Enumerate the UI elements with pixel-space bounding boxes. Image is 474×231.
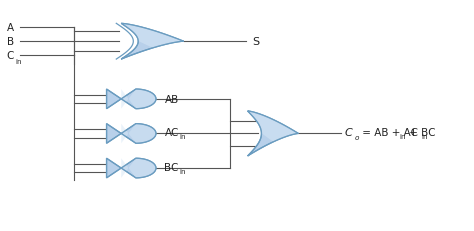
Text: BC: BC — [164, 162, 179, 172]
Polygon shape — [107, 90, 156, 109]
Text: in: in — [399, 134, 406, 140]
Polygon shape — [247, 112, 298, 142]
Text: + BC: + BC — [406, 128, 436, 138]
Polygon shape — [107, 158, 156, 178]
Polygon shape — [121, 24, 183, 60]
Polygon shape — [247, 112, 298, 156]
Polygon shape — [121, 24, 183, 49]
Text: in: in — [180, 134, 186, 140]
Text: o: o — [354, 134, 359, 140]
Text: C: C — [345, 128, 353, 138]
Polygon shape — [121, 124, 156, 144]
Polygon shape — [121, 158, 156, 178]
Text: in: in — [16, 58, 22, 64]
Text: = AB + AC: = AB + AC — [359, 128, 418, 138]
Text: AC: AC — [164, 128, 179, 138]
Text: in: in — [180, 168, 186, 174]
Text: S: S — [252, 37, 259, 47]
Polygon shape — [107, 124, 156, 144]
Text: in: in — [422, 134, 428, 140]
Text: A: A — [7, 23, 14, 33]
Text: C: C — [7, 51, 14, 61]
Text: AB: AB — [164, 94, 179, 104]
Polygon shape — [121, 90, 156, 109]
Text: B: B — [7, 37, 14, 47]
